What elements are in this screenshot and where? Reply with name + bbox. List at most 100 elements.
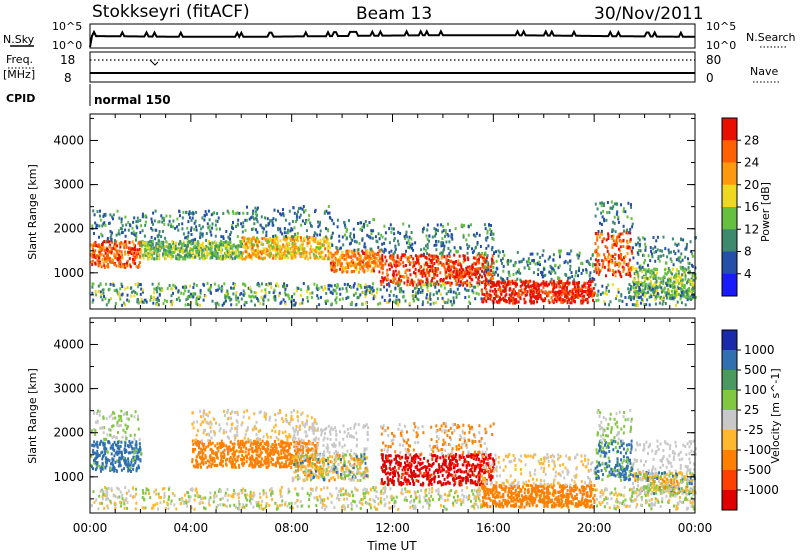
heatmap-cell (393, 228, 395, 231)
heatmap-cell (192, 286, 194, 289)
heatmap-cell (692, 255, 694, 258)
heatmap-cell (607, 256, 609, 259)
heatmap-cell (422, 269, 424, 272)
heatmap-cell (442, 225, 444, 228)
heatmap-cell (193, 228, 195, 231)
heatmap-cell (329, 284, 331, 287)
heatmap-cell (114, 245, 116, 248)
heatmap-cell (602, 291, 604, 294)
heatmap-cell (677, 301, 679, 304)
heatmap-cell (668, 251, 670, 254)
heatmap-cell (131, 250, 133, 253)
heatmap-cell (196, 229, 198, 232)
heatmap-cell (599, 263, 601, 266)
heatmap-cell (220, 251, 222, 254)
heatmap-cell (647, 291, 649, 294)
heatmap-cell (615, 274, 617, 277)
heatmap-cell (144, 242, 146, 245)
heatmap-cell (351, 255, 353, 258)
heatmap-cell (182, 256, 184, 259)
heatmap-cell (161, 289, 163, 292)
heatmap-cell (255, 213, 257, 216)
heatmap-cell (192, 256, 194, 259)
heatmap-cell (658, 285, 660, 288)
heatmap-cell (218, 284, 220, 287)
heatmap-cell (303, 205, 305, 208)
heatmap-cell (387, 277, 389, 280)
heatmap-cell (134, 262, 136, 265)
heatmap-cell (623, 230, 625, 233)
heatmap-cell (441, 257, 443, 260)
heatmap-cell (365, 302, 367, 305)
heatmap-cell (325, 227, 327, 230)
heatmap-cell (202, 257, 204, 260)
heatmap-cell (168, 255, 170, 258)
heatmap-cell (548, 283, 550, 286)
heatmap-cell (195, 302, 197, 305)
heatmap-cell (327, 247, 329, 250)
heatmap-cell (237, 219, 239, 222)
heatmap-cell (262, 231, 264, 234)
heatmap-cell (623, 239, 625, 242)
heatmap-cell (244, 301, 246, 304)
heatmap-cell (320, 246, 322, 249)
heatmap-cell (582, 269, 584, 272)
heatmap-cell (629, 272, 631, 275)
heatmap-cell (563, 300, 565, 303)
heatmap-cell (479, 234, 481, 237)
heatmap-cell (473, 273, 475, 276)
heatmap-cell (298, 207, 300, 210)
heatmap-cell (201, 244, 203, 247)
heatmap-cell (435, 269, 437, 272)
heatmap-cell (379, 258, 381, 261)
heatmap-cell (417, 292, 419, 295)
heatmap-cell (450, 250, 452, 253)
heatmap-cell (678, 275, 680, 278)
heatmap-cell (111, 457, 113, 460)
heatmap-cell (566, 252, 568, 255)
heatmap-cell (541, 282, 543, 285)
heatmap-cell (198, 254, 200, 257)
heatmap-cell (241, 236, 243, 239)
heatmap-cell (546, 292, 548, 295)
heatmap-cell (606, 238, 608, 241)
heatmap-cell (99, 215, 101, 218)
heatmap-cell (246, 206, 248, 209)
heatmap-cell (374, 295, 376, 298)
heatmap-cell (438, 289, 440, 292)
heatmap-cell (550, 265, 552, 268)
heatmap-cell (420, 286, 422, 289)
heatmap-cell (175, 286, 177, 289)
heatmap-cell (686, 246, 688, 249)
heatmap-cell (178, 210, 180, 213)
heatmap-cell (279, 212, 281, 215)
heatmap-cell (297, 287, 299, 290)
heatmap-cell (302, 298, 304, 301)
heatmap-cell (243, 236, 245, 239)
heatmap-cell (620, 245, 622, 248)
heatmap-cell (305, 209, 307, 212)
heatmap-cell (164, 299, 166, 302)
heatmap-cell (666, 255, 668, 258)
colorbar-swatch (722, 229, 737, 252)
heatmap-cell (265, 283, 267, 286)
heatmap-cell (191, 219, 193, 222)
heatmap-cell (428, 258, 430, 261)
nsearch-tick-top: 10^5 (706, 20, 736, 33)
heatmap-cell (672, 237, 674, 240)
heatmap-cell (100, 233, 102, 236)
heatmap-cell (665, 262, 667, 265)
heatmap-cell (129, 251, 131, 254)
heatmap-cell (196, 284, 198, 287)
heatmap-cell (405, 270, 407, 273)
heatmap-cell (632, 286, 634, 289)
heatmap-cell (552, 267, 554, 270)
heatmap-cell (601, 285, 603, 288)
heatmap-cell (203, 219, 205, 222)
heatmap-cell (148, 246, 150, 249)
heatmap-cell (444, 255, 446, 258)
heatmap-cell (369, 221, 371, 224)
heatmap-cell (390, 231, 392, 234)
heatmap-cell (599, 222, 601, 225)
heatmap-cell (567, 277, 569, 280)
